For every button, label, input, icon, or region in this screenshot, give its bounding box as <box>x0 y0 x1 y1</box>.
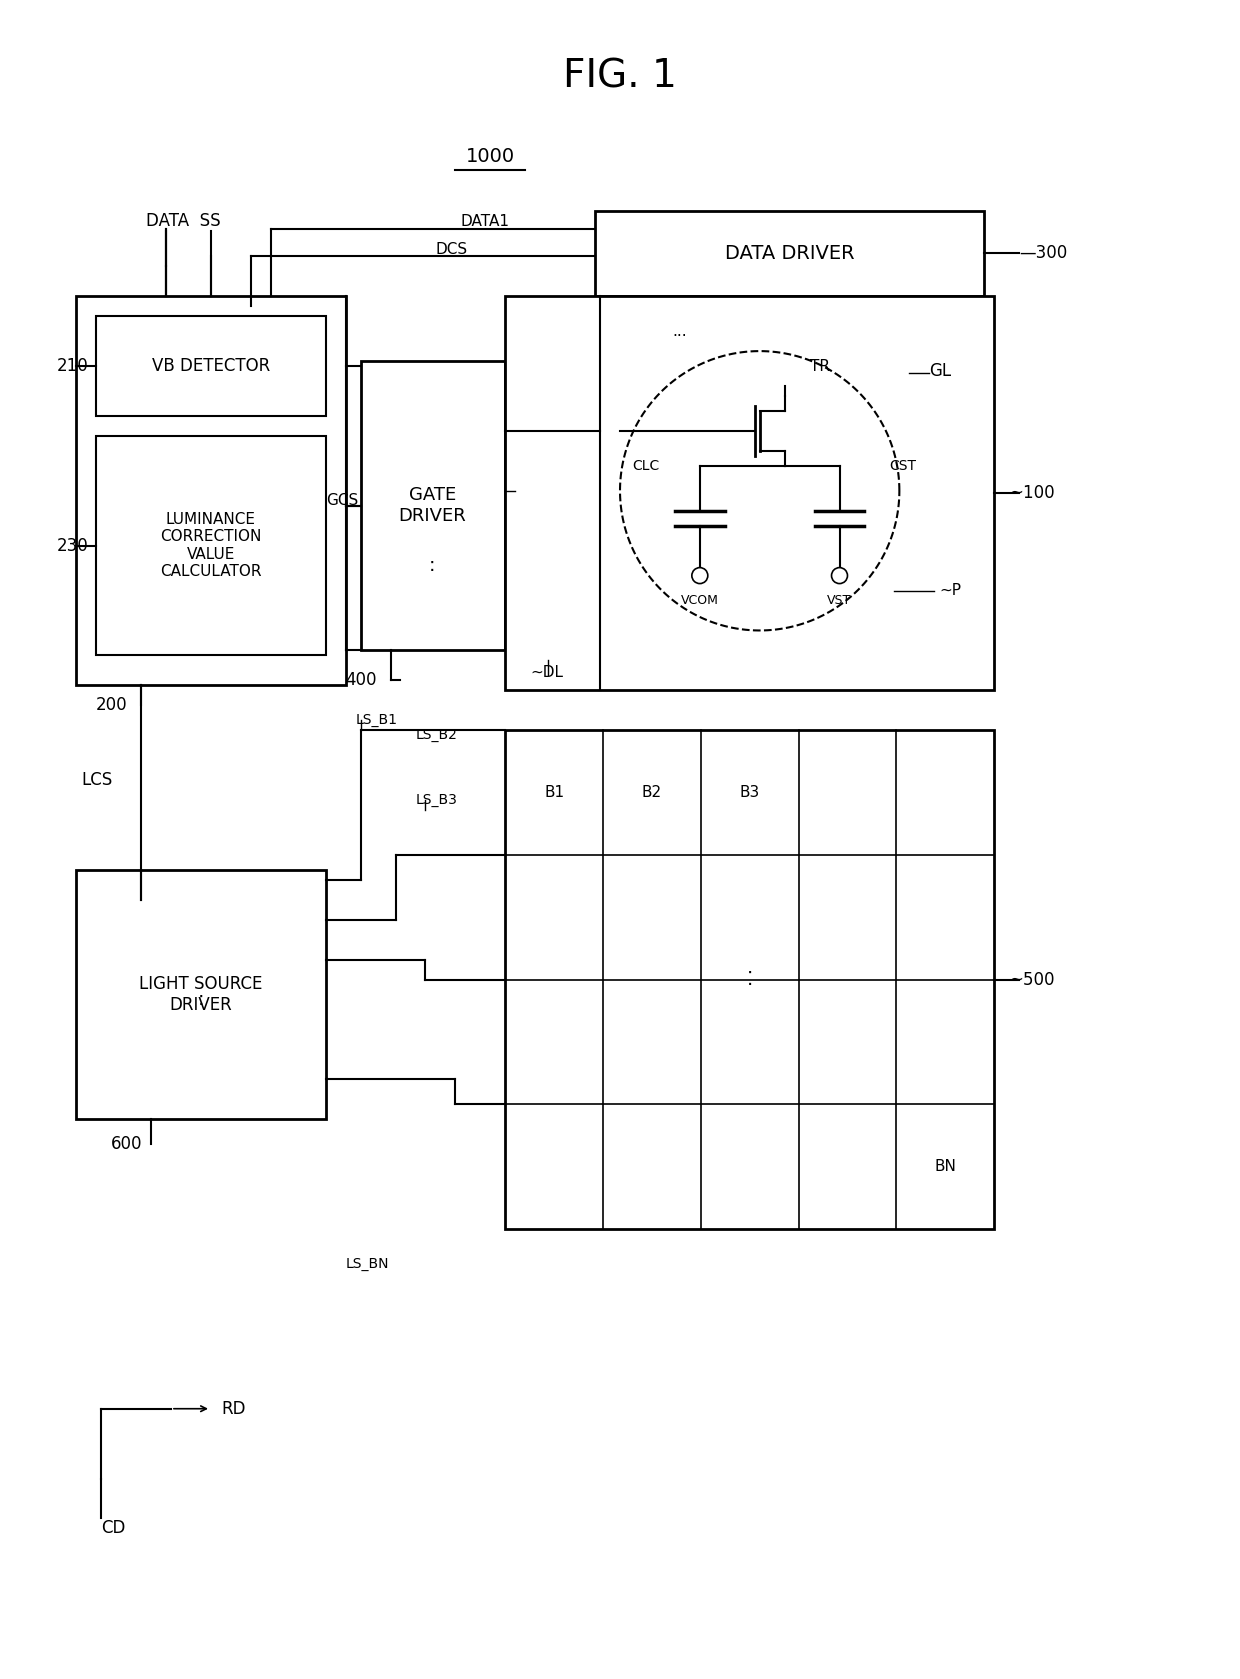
Text: BN: BN <box>934 1159 956 1174</box>
Text: VB DETECTOR: VB DETECTOR <box>151 358 270 374</box>
Text: 230: 230 <box>56 537 88 554</box>
Text: B1: B1 <box>544 786 564 801</box>
Text: B2: B2 <box>642 786 662 801</box>
Text: 400: 400 <box>346 672 377 690</box>
Text: :: : <box>429 556 435 576</box>
Text: GCS: GCS <box>326 494 358 509</box>
Text: LS_B2: LS_B2 <box>415 729 458 742</box>
Bar <box>361 361 505 650</box>
Text: LCS: LCS <box>81 771 113 789</box>
Text: B3: B3 <box>739 786 760 801</box>
Text: ~P: ~P <box>939 583 961 598</box>
Text: CST: CST <box>889 458 916 473</box>
Bar <box>505 296 994 690</box>
Text: 200: 200 <box>97 697 128 714</box>
Text: VCOM: VCOM <box>681 594 719 608</box>
Bar <box>97 316 326 416</box>
Bar <box>595 212 985 296</box>
Text: GATE
DRIVER: GATE DRIVER <box>398 487 466 526</box>
Text: LUMINANCE
CORRECTION
VALUE
CALCULATOR: LUMINANCE CORRECTION VALUE CALCULATOR <box>160 512 262 579</box>
Text: LS_B3: LS_B3 <box>415 792 458 808</box>
Text: :: : <box>197 991 205 1009</box>
Text: CLC: CLC <box>632 458 660 473</box>
Text: DATA1: DATA1 <box>460 213 510 228</box>
Text: ...: ... <box>672 324 687 339</box>
Text: ~DL: ~DL <box>531 665 563 680</box>
Text: DATA  SS: DATA SS <box>146 212 221 230</box>
Text: GL: GL <box>929 363 951 379</box>
Bar <box>505 730 994 1229</box>
Bar <box>97 437 326 655</box>
Text: DATA DRIVER: DATA DRIVER <box>725 243 854 264</box>
Text: TR: TR <box>810 359 830 373</box>
Text: FIG. 1: FIG. 1 <box>563 57 677 96</box>
Bar <box>76 296 346 685</box>
Text: 1000: 1000 <box>466 148 515 166</box>
Bar <box>76 870 326 1120</box>
Text: CD: CD <box>102 1519 125 1538</box>
Text: ⁚: ⁚ <box>746 970 753 989</box>
Text: LS_B1: LS_B1 <box>356 714 398 727</box>
Text: VST: VST <box>827 594 852 608</box>
Text: 210: 210 <box>56 358 88 374</box>
Text: —300: —300 <box>1019 245 1068 262</box>
Text: 600: 600 <box>112 1135 143 1153</box>
Text: ~100: ~100 <box>1009 484 1055 502</box>
Text: ~500: ~500 <box>1009 970 1055 989</box>
Text: RD: RD <box>221 1400 246 1417</box>
Text: LIGHT SOURCE
DRIVER: LIGHT SOURCE DRIVER <box>139 975 263 1014</box>
Text: DCS: DCS <box>435 242 467 257</box>
Text: LS_BN: LS_BN <box>346 1258 389 1271</box>
